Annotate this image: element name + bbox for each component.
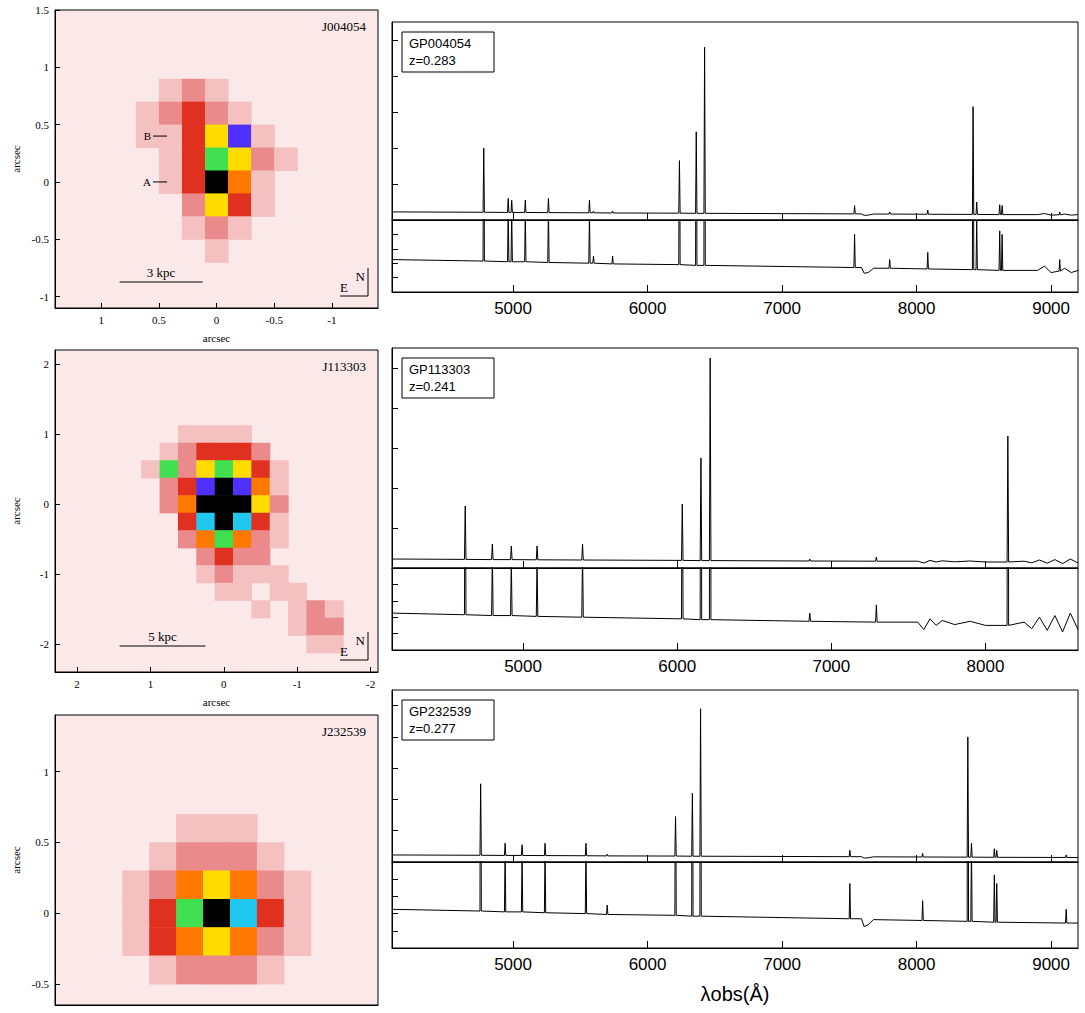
svg-text:8000: 8000 <box>967 657 1005 676</box>
svg-text:5000: 5000 <box>494 299 532 318</box>
svg-text:5 kpc: 5 kpc <box>148 629 177 644</box>
svg-text:0.5: 0.5 <box>152 314 166 326</box>
svg-text:N: N <box>356 269 366 284</box>
svg-text:8000: 8000 <box>898 299 936 318</box>
svg-text:1: 1 <box>148 678 154 690</box>
svg-text:7000: 7000 <box>763 955 801 974</box>
svg-text:5000: 5000 <box>494 955 532 974</box>
svg-text:arcsec: arcsec <box>203 696 231 708</box>
svg-text:0: 0 <box>221 678 227 690</box>
svg-text:-2: -2 <box>366 678 375 690</box>
svg-text:GP113303: GP113303 <box>409 362 470 377</box>
svg-text:0: 0 <box>44 176 50 188</box>
svg-text:arcsec: arcsec <box>10 145 22 173</box>
svg-text:z=0.241: z=0.241 <box>409 379 456 394</box>
svg-text:-0.5: -0.5 <box>32 233 50 245</box>
svg-text:-1: -1 <box>40 568 49 580</box>
svg-text:-0.5: -0.5 <box>32 978 50 990</box>
svg-text:E: E <box>340 644 348 659</box>
svg-text:N: N <box>356 633 366 648</box>
svg-text:J232539: J232539 <box>322 724 366 739</box>
svg-text:arcsec: arcsec <box>10 846 22 874</box>
svg-text:-1: -1 <box>40 291 49 303</box>
svg-text:λobs(Å): λobs(Å) <box>701 983 770 1005</box>
svg-text:-1: -1 <box>327 314 336 326</box>
svg-text:z=0.283: z=0.283 <box>409 53 456 68</box>
svg-text:z=0.277: z=0.277 <box>409 721 456 736</box>
svg-text:GP232539: GP232539 <box>409 704 471 719</box>
svg-text:3 kpc: 3 kpc <box>147 265 176 280</box>
svg-text:0.5: 0.5 <box>35 119 49 131</box>
svg-text:9000: 9000 <box>1032 299 1070 318</box>
svg-text:1: 1 <box>44 766 50 778</box>
svg-text:7000: 7000 <box>763 299 801 318</box>
svg-text:6000: 6000 <box>629 955 667 974</box>
svg-text:arcsec: arcsec <box>10 497 22 525</box>
svg-text:0: 0 <box>44 498 50 510</box>
svg-text:1: 1 <box>44 61 50 73</box>
svg-text:J004054: J004054 <box>322 19 367 34</box>
svg-text:GP004054: GP004054 <box>409 36 471 51</box>
svg-text:1: 1 <box>44 428 50 440</box>
svg-text:6000: 6000 <box>629 299 667 318</box>
svg-text:arcsec: arcsec <box>203 332 231 344</box>
svg-text:8000: 8000 <box>898 955 936 974</box>
svg-text:-2: -2 <box>40 638 49 650</box>
svg-text:-0.5: -0.5 <box>265 314 283 326</box>
svg-text:B: B <box>144 130 151 142</box>
svg-text:9000: 9000 <box>1032 955 1070 974</box>
svg-text:6000: 6000 <box>658 657 696 676</box>
svg-text:0: 0 <box>214 314 220 326</box>
svg-text:-1: -1 <box>293 678 302 690</box>
svg-text:J113303: J113303 <box>322 359 366 374</box>
svg-text:0.5: 0.5 <box>35 836 49 848</box>
svg-text:2: 2 <box>74 678 80 690</box>
svg-text:1.5: 1.5 <box>35 4 49 16</box>
svg-text:0: 0 <box>44 907 50 919</box>
svg-text:5000: 5000 <box>504 657 542 676</box>
svg-text:E: E <box>340 280 348 295</box>
svg-text:7000: 7000 <box>812 657 850 676</box>
svg-text:1: 1 <box>98 314 104 326</box>
svg-text:A: A <box>143 176 151 188</box>
svg-text:2: 2 <box>44 358 50 370</box>
